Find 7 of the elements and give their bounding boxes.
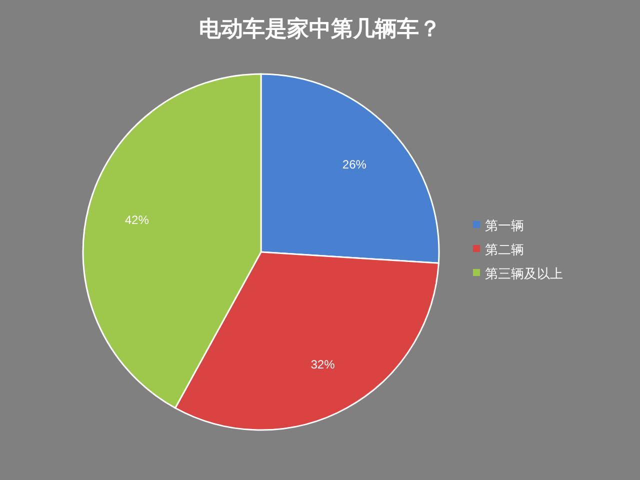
chart-title: 电动车是家中第几辆车？ bbox=[199, 16, 441, 41]
data-label: 32% bbox=[310, 357, 336, 372]
data-label: 42% bbox=[124, 213, 150, 228]
legend-label: 第二辆 bbox=[485, 242, 524, 257]
legend-label: 第三辆及以上 bbox=[485, 266, 563, 281]
legend-label: 第一辆 bbox=[485, 218, 524, 233]
data-label: 26% bbox=[342, 157, 367, 172]
